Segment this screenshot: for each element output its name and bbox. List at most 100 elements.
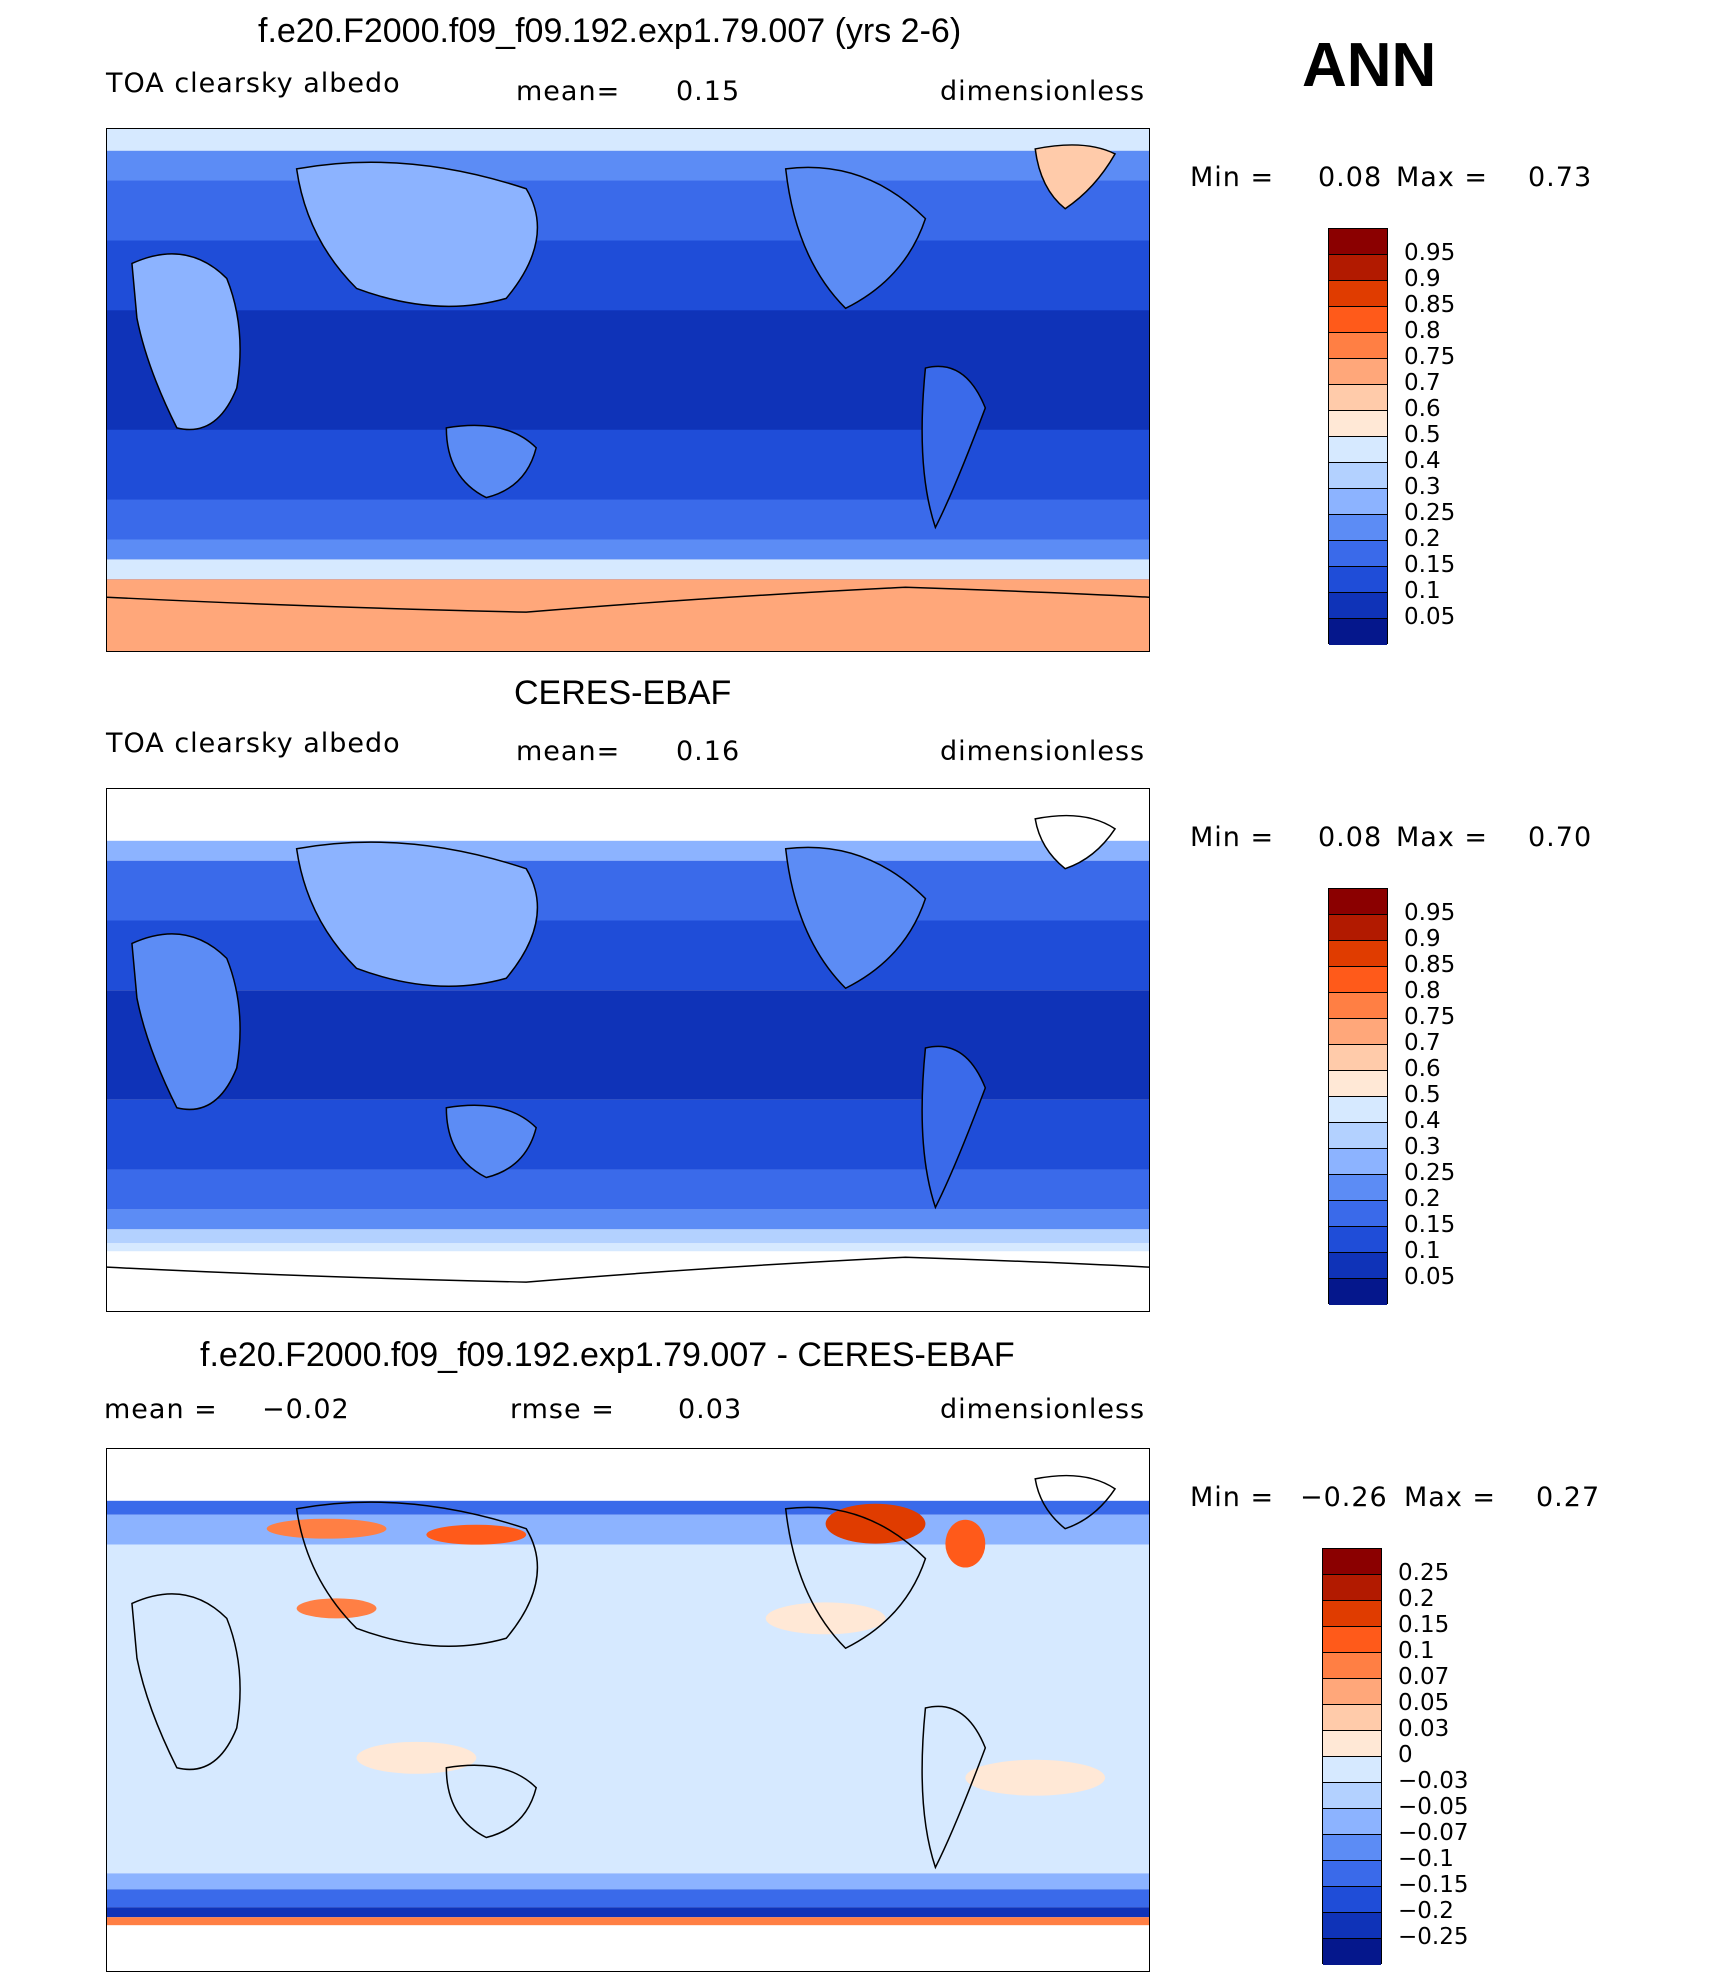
colorbar-tick-label: 0.2 — [1404, 526, 1441, 552]
colorbar-tick-label: 0.75 — [1404, 1004, 1456, 1030]
colorbar-swatch — [1323, 1939, 1381, 1965]
colorbar-swatch — [1329, 941, 1387, 967]
mean-value: 0.16 — [676, 736, 741, 767]
colorbar-tick-label: 0.25 — [1404, 1160, 1456, 1186]
colorbar-swatch — [1323, 1809, 1381, 1835]
colorbar-tick-label: 0.95 — [1404, 240, 1456, 266]
colorbar-tick-label: 0.15 — [1404, 1212, 1456, 1238]
colorbar-tick-label: −0.07 — [1398, 1820, 1469, 1846]
mean-value: −0.02 — [262, 1394, 350, 1425]
colorbar-tick-label: 0.1 — [1404, 1238, 1441, 1264]
colorbar-tick-label: 0.2 — [1404, 1186, 1441, 1212]
colorbar-tick-label: 0.05 — [1404, 1264, 1456, 1290]
colorbar-swatch — [1329, 567, 1387, 593]
colorbar-swatch — [1329, 619, 1387, 645]
colorbar-swatch — [1329, 1175, 1387, 1201]
colorbar-swatch — [1323, 1861, 1381, 1887]
colorbar-swatch — [1323, 1653, 1381, 1679]
colorbar-swatch — [1329, 463, 1387, 489]
colorbar-tick-label: 0.1 — [1398, 1638, 1435, 1664]
colorbar-swatch — [1323, 1731, 1381, 1757]
rmse-label: rmse = — [510, 1394, 615, 1425]
colorbar-tick-label: 0.7 — [1404, 1030, 1441, 1056]
map-panel — [106, 788, 1150, 1312]
panel-title: f.e20.F2000.f09_f09.192.exp1.79.007 - CE… — [200, 1336, 1015, 1374]
colorbar-tick-label: 0.7 — [1404, 370, 1441, 396]
max-label: Max = — [1396, 822, 1489, 853]
field-label: TOA clearsky albedo — [106, 68, 401, 99]
mean-value: 0.15 — [676, 76, 741, 107]
colorbar-tick-label: 0.75 — [1404, 344, 1456, 370]
max-label: Max = — [1404, 1482, 1497, 1513]
colorbar-swatch — [1329, 307, 1387, 333]
colorbar-tick-label: −0.2 — [1398, 1898, 1454, 1924]
colorbar-tick-label: 0.2 — [1398, 1586, 1435, 1612]
colorbar-tick-label: −0.25 — [1398, 1924, 1469, 1950]
colorbar — [1328, 228, 1388, 645]
colorbar-tick-label: 0.05 — [1404, 604, 1456, 630]
colorbar-tick-label: 0.25 — [1404, 500, 1456, 526]
colorbar-swatch — [1323, 1835, 1381, 1861]
colorbar-swatch — [1323, 1887, 1381, 1913]
colorbar-swatch — [1329, 1097, 1387, 1123]
mean-label: mean= — [516, 76, 621, 107]
colorbar-swatch — [1329, 593, 1387, 619]
colorbar-swatch — [1323, 1575, 1381, 1601]
max-value: 0.73 — [1528, 162, 1593, 193]
colorbar-tick-label: 0 — [1398, 1742, 1413, 1768]
colorbar-tick-label: 0.1 — [1404, 578, 1441, 604]
colorbar-swatch — [1323, 1913, 1381, 1939]
colorbar-tick-label: 0.3 — [1404, 1134, 1441, 1160]
min-value: 0.08 — [1318, 822, 1383, 853]
colorbar-swatch — [1323, 1757, 1381, 1783]
colorbar-tick-label: 0.9 — [1404, 266, 1441, 292]
min-value: 0.08 — [1318, 162, 1383, 193]
colorbar-tick-label: −0.05 — [1398, 1794, 1469, 1820]
colorbar-tick-label: 0.4 — [1404, 448, 1441, 474]
max-label: Max = — [1396, 162, 1489, 193]
colorbar-tick-label: 0.85 — [1404, 952, 1456, 978]
colorbar-swatch — [1323, 1549, 1381, 1575]
colorbar-swatch — [1329, 489, 1387, 515]
colorbar-tick-label: −0.1 — [1398, 1846, 1454, 1872]
colorbar-tick-label: 0.6 — [1404, 396, 1441, 422]
min-label: Min = — [1190, 162, 1275, 193]
colorbar-swatch — [1323, 1601, 1381, 1627]
colorbar-swatch — [1329, 333, 1387, 359]
colorbar-swatch — [1329, 385, 1387, 411]
units-label: dimensionless — [940, 736, 1146, 767]
colorbar-tick-label: 0.8 — [1404, 978, 1441, 1004]
colorbar-swatch — [1329, 281, 1387, 307]
max-value: 0.70 — [1528, 822, 1593, 853]
max-value: 0.27 — [1536, 1482, 1601, 1513]
colorbar-swatch — [1329, 515, 1387, 541]
colorbar-tick-label: −0.03 — [1398, 1768, 1469, 1794]
colorbar-tick-label: 0.5 — [1404, 422, 1441, 448]
colorbar-swatch — [1329, 229, 1387, 255]
min-label: Min = — [1190, 1482, 1275, 1513]
colorbar — [1322, 1548, 1382, 1965]
colorbar-swatch — [1329, 437, 1387, 463]
colorbar-tick-label: 0.9 — [1404, 926, 1441, 952]
colorbar-swatch — [1329, 1201, 1387, 1227]
map-panel — [106, 1448, 1150, 1972]
colorbar-swatch — [1329, 1123, 1387, 1149]
colorbar-tick-label: 0.07 — [1398, 1664, 1450, 1690]
mean-label: mean= — [516, 736, 621, 767]
colorbar-tick-label: 0.05 — [1398, 1690, 1450, 1716]
colorbar-swatch — [1329, 359, 1387, 385]
colorbar-swatch — [1323, 1679, 1381, 1705]
colorbar-swatch — [1329, 915, 1387, 941]
colorbar-tick-label: 0.3 — [1404, 474, 1441, 500]
colorbar-tick-label: 0.4 — [1404, 1108, 1441, 1134]
min-label: Min = — [1190, 822, 1275, 853]
colorbar-swatch — [1329, 1227, 1387, 1253]
colorbar-swatch — [1329, 1071, 1387, 1097]
colorbar-tick-label: 0.15 — [1398, 1612, 1450, 1638]
map-panel — [106, 128, 1150, 652]
colorbar-swatch — [1329, 255, 1387, 281]
rmse-value: 0.03 — [678, 1394, 743, 1425]
units-label: dimensionless — [940, 1394, 1146, 1425]
units-label: dimensionless — [940, 76, 1146, 107]
colorbar-swatch — [1329, 889, 1387, 915]
